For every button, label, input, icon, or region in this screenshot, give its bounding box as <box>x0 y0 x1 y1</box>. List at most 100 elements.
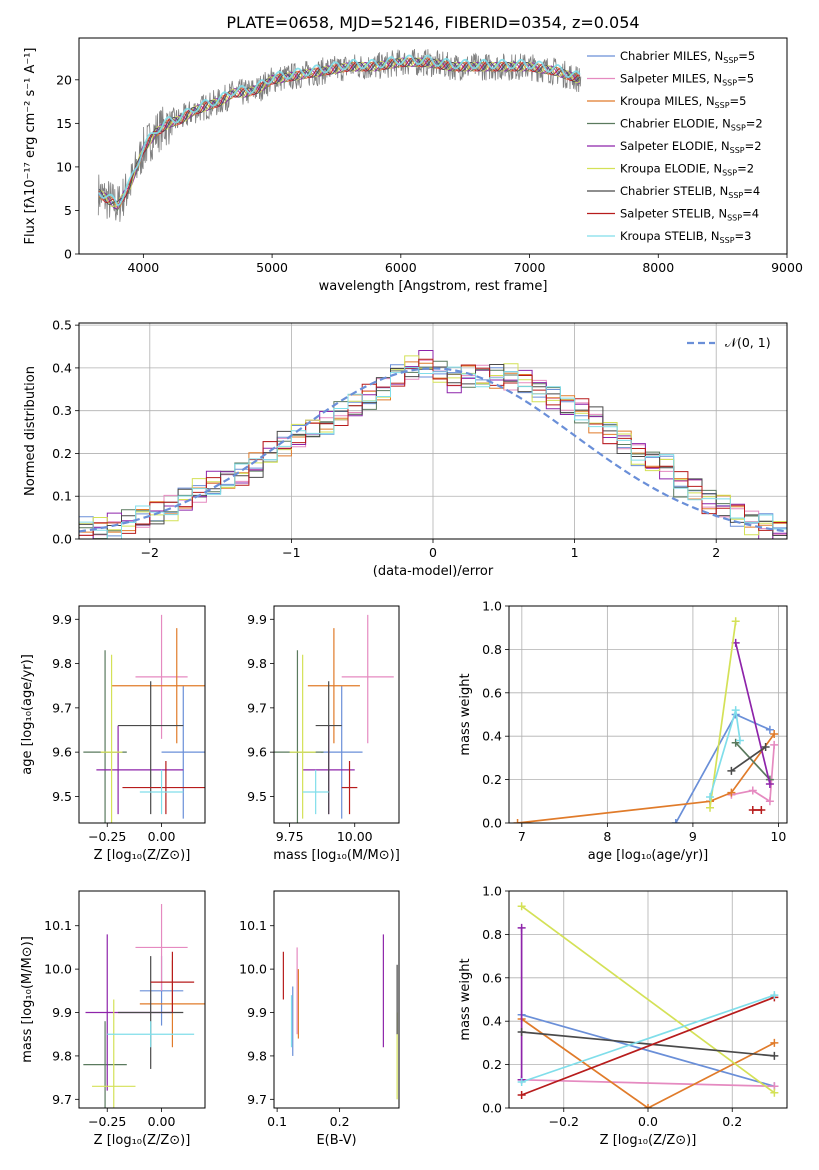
residuals-frame <box>78 322 788 540</box>
y-tick-label: 9.7 <box>52 1092 72 1107</box>
y-tick-label: 0.8 <box>482 927 502 942</box>
legend-entry: Salpeter ELODIE, NSSP=2 <box>620 139 762 155</box>
y-tick-label: 0.0 <box>482 1101 502 1116</box>
x-tick-label: −1 <box>282 545 300 560</box>
x-tick-label: 4000 <box>127 260 159 275</box>
legend-count: =2 <box>737 162 754 176</box>
weight-line <box>521 996 775 1096</box>
legend-entry: Salpeter MILES, NSSP=5 <box>620 72 754 88</box>
y-tick-label: 0.0 <box>482 816 502 831</box>
residual-histogram <box>79 366 787 539</box>
x-tick-label: −0.2 <box>549 1114 579 1129</box>
legend-subscript: SSP <box>720 236 735 245</box>
model-spectrum <box>98 57 581 205</box>
x-axis-label: wavelength [Angstrom, rest frame] <box>319 279 548 294</box>
y-tick-label: 9.9 <box>52 1005 72 1020</box>
model-spectrum <box>98 57 581 210</box>
x-tick-label: 0.1 <box>267 1114 287 1129</box>
x-axis-label: Z [log₁₀(Z/Z⊙)] <box>600 1133 697 1148</box>
x-axis-label: E(B-V) <box>316 1133 356 1148</box>
weight-point <box>517 902 526 911</box>
weight-line <box>735 742 771 781</box>
y-tick-label: 0.0 <box>52 532 72 547</box>
y-tick-label: 0.6 <box>482 685 502 700</box>
x-tick-label: 0.2 <box>330 1114 350 1129</box>
weight-line <box>521 1018 775 1108</box>
model-spectrum <box>98 57 580 204</box>
legend-subscript: SSP <box>727 214 742 223</box>
legend-entry: Salpeter STELIB, NSSP=4 <box>620 207 759 223</box>
mass_vs_Z-frame <box>78 890 206 1109</box>
x-tick-label: 0.0 <box>638 1114 658 1129</box>
weight-point <box>706 792 715 801</box>
y-tick-label: 9.8 <box>52 1048 72 1063</box>
y-tick-label: 0.6 <box>482 970 502 985</box>
legend-count: =2 <box>746 117 763 131</box>
weight-point <box>765 779 774 788</box>
y-tick-label: 0.8 <box>482 642 502 657</box>
y-tick-label: 9.6 <box>247 745 267 760</box>
legend-count: =4 <box>743 184 760 198</box>
y-tick-label: 10 <box>56 159 72 174</box>
weight_vs_Z-series <box>517 902 779 1108</box>
x-tick-label: 0 <box>429 545 437 560</box>
x-tick-label: 1 <box>571 545 579 560</box>
y-axis-label: mass [log₁₀(M/M⊙)] <box>20 936 35 1063</box>
y-tick-label: 1.0 <box>482 599 502 614</box>
weight_vs_Z-axes: −0.2 0.0 0.2 0.0 0.2 0.4 0.6 0.8 1.0 Z [log₁₀(Z/Z… <box>458 884 787 1148</box>
legend-count: =5 <box>738 49 755 63</box>
weight-line <box>675 713 771 823</box>
y-tick-label: 9.7 <box>247 700 267 715</box>
legend-subscript: SSP <box>723 56 738 65</box>
x-tick-label: 8000 <box>642 260 674 275</box>
x-tick-label: 0.00 <box>148 829 176 844</box>
mass_vs_ebv-frame <box>273 890 400 1109</box>
x-tick-label: 10 <box>770 829 786 844</box>
spectrum-legend: Chabrier MILES, NSSP=5 Salpeter MILES, NS… <box>587 49 763 245</box>
weight-point <box>513 819 522 823</box>
spectrum-frame <box>78 37 788 255</box>
y-tick-label: 9.5 <box>52 789 72 804</box>
weight-point <box>731 617 740 626</box>
x-axis-label: mass [log₁₀(M/M⊙)] <box>273 848 400 863</box>
x-tick-label: 10.00 <box>337 829 373 844</box>
y-tick-label: 0.2 <box>482 772 502 787</box>
weight-point <box>735 736 744 745</box>
x-axis-label: Z [log₁₀(Z/Z⊙)] <box>94 848 191 863</box>
observed-spectrum <box>97 48 582 222</box>
y-axis-label: Normed distribution <box>23 366 38 496</box>
y-tick-label: 0 <box>64 247 72 262</box>
residuals-axes: −2 −1 0 1 2 0.0 0.1 0.2 0.3 0.4 0.5 (data-model)/er… <box>23 318 787 579</box>
weight-line <box>521 1013 775 1088</box>
y-tick-label: 0.1 <box>52 489 72 504</box>
mass_vs_Z-axes: −0.25 0.00 9.7 9.8 9.9 10.0 10.1 Z [log₁₀(Z/Z⊙)… <box>20 918 190 1148</box>
x-tick-label: 9000 <box>771 260 803 275</box>
x-tick-label: 7 <box>518 829 526 844</box>
legend-count: =5 <box>737 72 754 86</box>
y-tick-label: 10.1 <box>239 918 267 933</box>
model-spectrum <box>98 57 581 211</box>
y-tick-label: 0.2 <box>482 1057 502 1072</box>
weight-point <box>761 743 770 752</box>
weight-point <box>517 1090 526 1099</box>
weight-point <box>727 766 736 775</box>
age_vs_Z-errorbars <box>83 614 205 823</box>
legend-entry: Kroupa ELODIE, NSSP=2 <box>620 162 754 178</box>
legend-count: =4 <box>742 207 759 221</box>
weight-line <box>730 746 767 772</box>
x-tick-label: 0.2 <box>722 1114 742 1129</box>
y-tick-label: 9.9 <box>247 1005 267 1020</box>
legend-subscript: SSP <box>730 146 745 155</box>
model-spectrum <box>98 57 581 206</box>
age_vs_Z-frame <box>78 605 206 824</box>
y-tick-label: 9.9 <box>52 612 72 627</box>
legend-count: =5 <box>730 94 747 108</box>
legend-count: =2 <box>745 139 762 153</box>
mass_vs_ebv-errorbars <box>282 934 398 1100</box>
x-tick-label: 2 <box>712 545 720 560</box>
legend-entry: Kroupa MILES, NSSP=5 <box>620 94 746 110</box>
weight-line <box>517 733 775 823</box>
y-tick-label: 0.5 <box>52 318 72 333</box>
weight-line <box>521 1078 775 1088</box>
legend-entry: 𝒩(0, 1) <box>725 335 771 350</box>
